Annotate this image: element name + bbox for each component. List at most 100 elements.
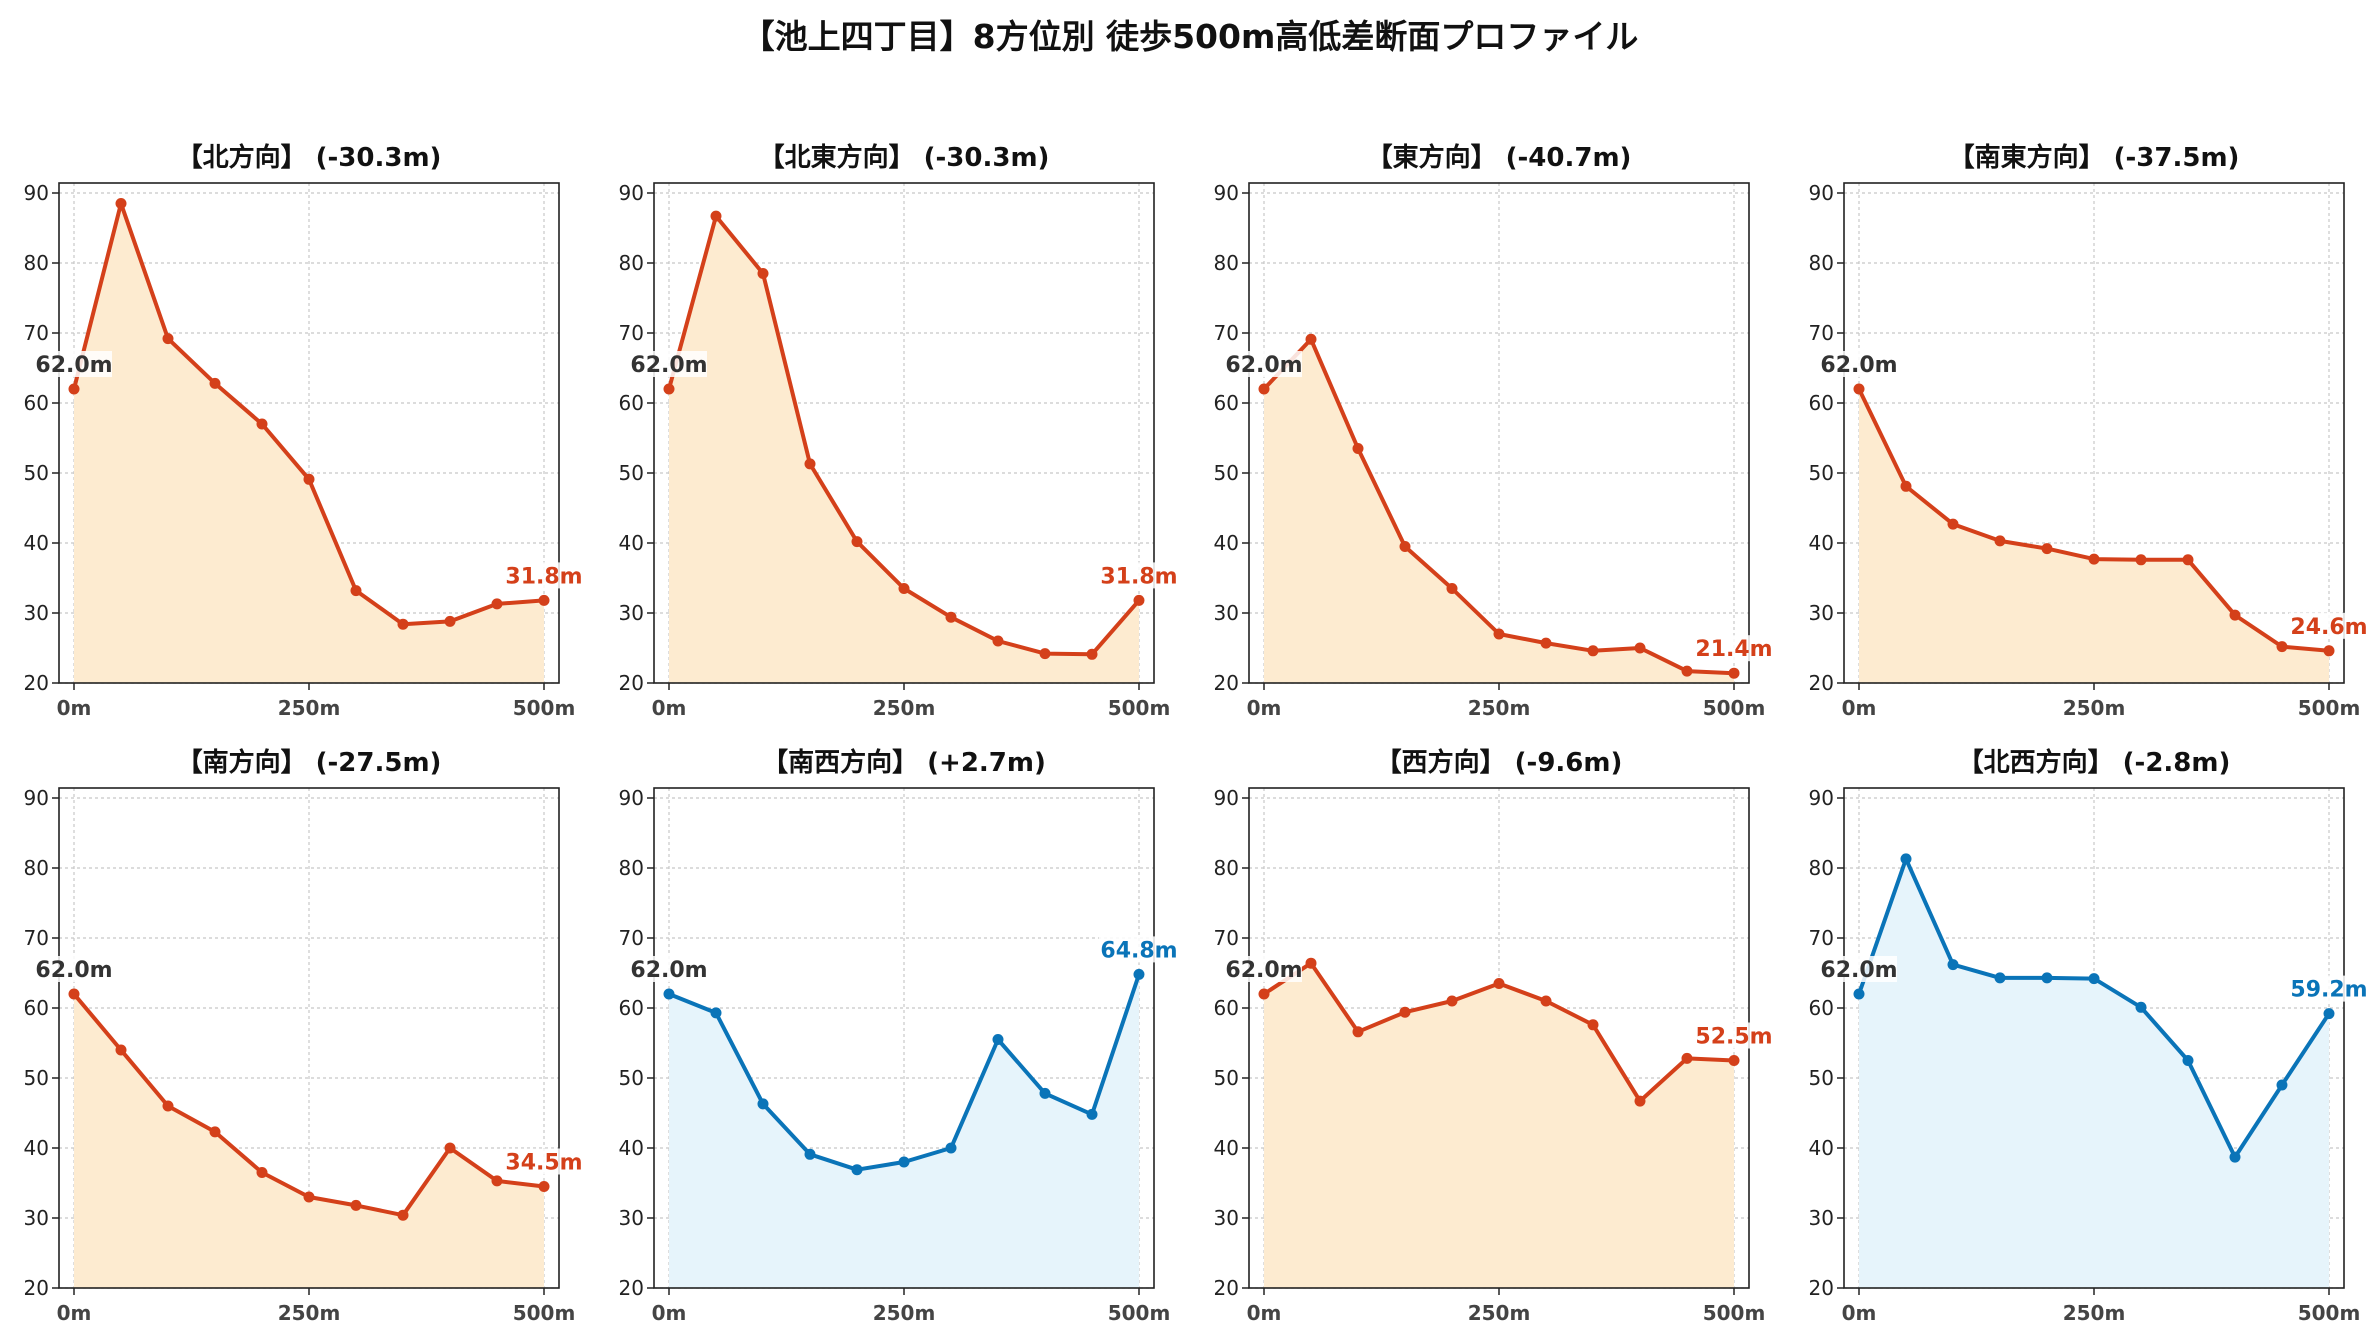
y-tick-label: 50 — [1214, 461, 1239, 485]
data-point — [1681, 665, 1693, 677]
data-point — [350, 585, 362, 597]
data-point — [1305, 957, 1317, 969]
y-tick-label: 20 — [1214, 1276, 1239, 1300]
y-tick-label: 90 — [24, 181, 49, 205]
panel-title: 【西方向】 (-9.6m) — [1376, 747, 1623, 778]
y-tick-label: 50 — [1809, 1066, 1834, 1090]
data-point — [1352, 1026, 1364, 1038]
x-tick-label: 250m — [1468, 696, 1531, 720]
data-point — [2323, 1008, 2335, 1020]
start-elevation-label: 62.0m — [1820, 958, 1897, 983]
data-point — [209, 377, 221, 389]
start-label-bg — [1226, 351, 1302, 377]
y-tick-label: 20 — [619, 1276, 644, 1300]
x-tick-label: 250m — [2063, 1301, 2126, 1325]
y-tick-label: 90 — [619, 181, 644, 205]
y-tick-label: 40 — [1214, 531, 1239, 555]
panel-title: 【東方向】 (-40.7m) — [1367, 142, 1632, 173]
y-tick-label: 90 — [24, 786, 49, 810]
data-point — [2229, 1151, 2241, 1163]
x-tick-label: 0m — [1247, 1301, 1282, 1325]
data-point — [1587, 1019, 1599, 1031]
data-point — [2135, 1001, 2147, 1013]
end-label-bg — [2289, 612, 2369, 639]
data-point — [397, 618, 409, 630]
data-point — [898, 583, 910, 594]
data-point — [1947, 959, 1959, 971]
x-tick-label: 500m — [1108, 696, 1171, 720]
x-tick-label: 500m — [1703, 696, 1766, 720]
end-label-bg — [504, 1148, 584, 1175]
data-point — [444, 1142, 456, 1154]
data-point — [945, 1142, 957, 1154]
start-label-bg — [1821, 351, 1897, 377]
y-tick-label: 80 — [24, 856, 49, 880]
data-point — [1900, 480, 1912, 492]
data-point — [1947, 518, 1959, 530]
start-label-bg — [631, 956, 707, 982]
x-tick-label: 0m — [652, 1301, 687, 1325]
y-tick-label: 60 — [1214, 391, 1239, 415]
data-point — [491, 598, 503, 610]
y-tick-label: 90 — [619, 786, 644, 810]
start-label-bg — [36, 956, 112, 982]
data-point — [68, 988, 80, 1000]
data-point — [2229, 609, 2241, 621]
profile-panel: 20 30 40 50 60 70 80 90 0m 250m 500m 【北方向】 (-30.3m)… — [24, 142, 584, 720]
x-tick-label: 0m — [1842, 1301, 1877, 1325]
y-tick-label: 80 — [1809, 251, 1834, 275]
data-point — [1900, 853, 1912, 865]
end-label-bg — [1099, 936, 1179, 963]
x-tick-label: 250m — [873, 696, 936, 720]
y-tick-label: 30 — [619, 601, 644, 625]
data-point — [992, 635, 1004, 647]
data-point — [2041, 543, 2053, 555]
data-point — [1446, 583, 1458, 594]
y-tick-label: 40 — [1809, 531, 1834, 555]
y-tick-label: 70 — [619, 926, 644, 950]
y-tick-label: 40 — [1214, 1136, 1239, 1160]
end-elevation-label: 64.8m — [1100, 938, 1177, 963]
y-tick-label: 30 — [1809, 601, 1834, 625]
start-label-bg — [631, 351, 707, 377]
data-point — [1994, 535, 2006, 547]
end-elevation-label: 24.6m — [2290, 615, 2367, 640]
data-point — [162, 333, 174, 345]
y-tick-label: 60 — [1214, 996, 1239, 1020]
data-point — [444, 615, 456, 627]
profile-panel: 20 30 40 50 60 70 80 90 0m 250m 500m 【南東方向】 (-37.5m… — [1809, 142, 2369, 720]
data-point — [804, 1148, 816, 1160]
data-point — [2088, 973, 2100, 985]
x-tick-label: 0m — [57, 696, 92, 720]
x-tick-label: 0m — [1842, 696, 1877, 720]
x-tick-label: 250m — [2063, 696, 2126, 720]
data-point — [2182, 1055, 2194, 1066]
y-tick-label: 70 — [1214, 321, 1239, 345]
data-point — [2182, 554, 2194, 566]
data-point — [945, 611, 957, 623]
y-tick-label: 80 — [1214, 856, 1239, 880]
data-point — [710, 210, 722, 222]
y-tick-label: 50 — [1809, 461, 1834, 485]
end-label-bg — [1099, 562, 1179, 589]
y-tick-label: 60 — [1809, 996, 1834, 1020]
profile-panel: 20 30 40 50 60 70 80 90 0m 250m 500m 【西方向】 (-9.6m) 6… — [1214, 747, 1774, 1325]
panel-title: 【北西方向】 (-2.8m) — [1958, 747, 2231, 778]
data-point — [757, 1098, 769, 1110]
data-point — [256, 418, 268, 430]
data-point — [1728, 667, 1740, 679]
data-point — [1399, 541, 1411, 552]
y-tick-label: 20 — [619, 671, 644, 695]
y-tick-label: 70 — [24, 926, 49, 950]
y-tick-label: 70 — [1809, 321, 1834, 345]
y-tick-label: 50 — [24, 1066, 49, 1090]
data-point — [538, 594, 550, 606]
profile-panel: 20 30 40 50 60 70 80 90 0m 250m 500m 【北西方向】 (-2.8m)… — [1809, 747, 2369, 1325]
data-point — [1540, 637, 1552, 649]
data-point — [992, 1034, 1004, 1045]
x-tick-label: 250m — [1468, 1301, 1531, 1325]
elevation-area — [669, 216, 1139, 683]
y-tick-label: 80 — [619, 856, 644, 880]
data-point — [757, 268, 769, 279]
x-tick-label: 500m — [2298, 1301, 2361, 1325]
